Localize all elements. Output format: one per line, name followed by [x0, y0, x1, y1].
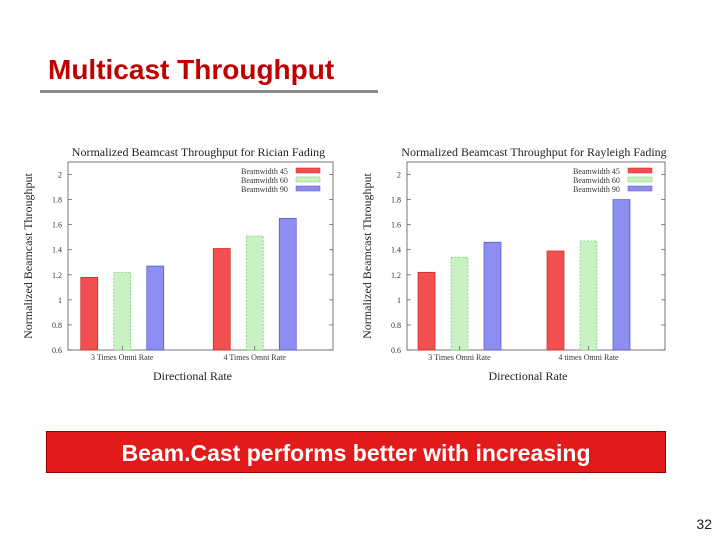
chart-title: Normalized Beamcast Throughput for Rayle… — [401, 145, 666, 159]
y-tick-label: 1.4 — [391, 246, 401, 255]
legend-swatch — [295, 176, 321, 183]
legend-label: Beamwidth 90 — [241, 185, 288, 194]
legend-swatch — [627, 167, 653, 174]
title-underline — [40, 90, 378, 93]
bar-1-1 — [417, 271, 436, 351]
page-number: 32 — [696, 516, 712, 532]
y-axis-label: Normalized Beamcast Throughput — [21, 172, 35, 338]
y-tick-label: 0.8 — [391, 321, 401, 330]
bar-2-2 — [245, 235, 264, 351]
bar-3-1 — [483, 241, 502, 351]
x-tick-label: 3 Times Omni Rate — [91, 353, 154, 362]
conclusion-banner: Beam.Cast performs better with increasin… — [46, 431, 666, 473]
chart-rayleigh-fading: Normalized Beamcast Throughput for Rayle… — [360, 145, 667, 383]
legend-label: Beamwidth 90 — [573, 185, 620, 194]
y-tick-label: 0.6 — [52, 346, 62, 355]
x-tick-label: 4 times Omni Rate — [558, 353, 619, 362]
bar-3-2 — [278, 218, 297, 351]
y-tick-label: 1.6 — [52, 221, 62, 230]
y-axis-label: Normalized Beamcast Throughput — [360, 172, 374, 338]
y-tick-label: 2 — [397, 171, 401, 180]
bar-1-2 — [546, 250, 565, 351]
x-axis-label: Directional Rate — [489, 369, 568, 383]
bar-1-1 — [80, 276, 99, 351]
plot-frame — [67, 161, 334, 351]
conclusion-banner-text: Beam.Cast performs better with increasin… — [121, 440, 591, 466]
bar-3-2 — [612, 199, 631, 351]
legend-label: Beamwidth 60 — [241, 176, 288, 185]
chart-title: Normalized Beamcast Throughput for Ricia… — [72, 145, 325, 159]
legend-swatch — [295, 167, 321, 174]
y-tick-label: 1.4 — [52, 246, 62, 255]
legend-swatch — [627, 176, 653, 183]
x-tick-label: 3 Times Omni Rate — [428, 353, 491, 362]
legend-label: Beamwidth 45 — [241, 167, 288, 176]
y-tick-label: 1.2 — [52, 271, 62, 280]
legend-swatch — [627, 185, 653, 192]
y-tick-label: 1.2 — [391, 271, 401, 280]
y-tick-label: 0.8 — [52, 321, 62, 330]
bar-2-2 — [579, 240, 598, 351]
y-tick-label: 1.6 — [391, 221, 401, 230]
bar-1-2 — [212, 248, 231, 351]
y-tick-label: 1 — [397, 296, 401, 305]
y-tick-label: 1 — [58, 296, 62, 305]
y-tick-label: 1.8 — [52, 196, 62, 205]
bar-3-1 — [146, 265, 165, 351]
y-tick-label: 0.6 — [391, 346, 401, 355]
legend-label: Beamwidth 45 — [573, 167, 620, 176]
y-tick-label: 1.8 — [391, 196, 401, 205]
bar-2-1 — [113, 271, 132, 351]
bar-2-1 — [450, 256, 469, 351]
x-tick-label: 4 Times Omni Rate — [224, 353, 287, 362]
slide-title: Multicast Throughput — [48, 54, 335, 85]
x-axis-label: Directional Rate — [153, 369, 232, 383]
y-tick-label: 2 — [58, 171, 62, 180]
legend-swatch — [295, 185, 321, 192]
legend-label: Beamwidth 60 — [573, 176, 620, 185]
plot-frame — [406, 161, 666, 351]
chart-rician-fading: Normalized Beamcast Throughput for Ricia… — [21, 145, 334, 383]
